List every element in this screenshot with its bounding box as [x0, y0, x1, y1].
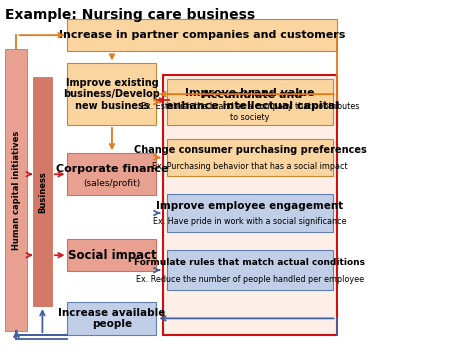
FancyBboxPatch shape — [167, 250, 332, 290]
Text: Ex. Reduce the number of people handled per employee: Ex. Reduce the number of people handled … — [136, 275, 363, 284]
Text: Formulate rules that match actual conditions: Formulate rules that match actual condit… — [134, 258, 364, 268]
Text: Improve existing
business/Develop
new business: Improve existing business/Develop new bu… — [63, 77, 160, 111]
FancyBboxPatch shape — [67, 19, 336, 51]
Text: Ex. Establish the brand as a company that contributes
to society: Ex. Establish the brand as a company tha… — [141, 102, 358, 122]
FancyBboxPatch shape — [163, 75, 336, 335]
FancyBboxPatch shape — [168, 76, 336, 125]
FancyBboxPatch shape — [67, 302, 156, 335]
Text: Improve brand value: Improve brand value — [185, 88, 314, 98]
FancyBboxPatch shape — [167, 194, 332, 232]
Text: Ex. Purchasing behavior that has a social impact: Ex. Purchasing behavior that has a socia… — [152, 162, 347, 171]
Text: Change consumer purchasing preferences: Change consumer purchasing preferences — [133, 145, 365, 155]
Text: Social impact: Social impact — [67, 249, 156, 262]
Text: Accumulate and
enhance intellectual capital: Accumulate and enhance intellectual capi… — [166, 89, 339, 111]
Text: Business: Business — [38, 171, 47, 213]
FancyBboxPatch shape — [33, 77, 52, 306]
Text: Corporate finance: Corporate finance — [56, 164, 168, 174]
FancyBboxPatch shape — [67, 153, 156, 195]
Text: Example: Nursing care business: Example: Nursing care business — [5, 8, 255, 22]
FancyBboxPatch shape — [67, 63, 156, 125]
Text: Improve employee engagement: Improve employee engagement — [156, 201, 343, 211]
FancyBboxPatch shape — [167, 79, 332, 125]
Text: Increase available
people: Increase available people — [58, 308, 165, 329]
FancyBboxPatch shape — [167, 139, 332, 176]
FancyBboxPatch shape — [5, 49, 27, 331]
Text: (sales/profit): (sales/profit) — [83, 179, 140, 188]
Text: Human capital initiatives: Human capital initiatives — [12, 131, 21, 250]
FancyBboxPatch shape — [67, 239, 156, 271]
Text: Increase in partner companies and customers: Increase in partner companies and custom… — [59, 30, 344, 40]
Text: Ex. Have pride in work with a social significance: Ex. Have pride in work with a social sig… — [153, 217, 346, 226]
